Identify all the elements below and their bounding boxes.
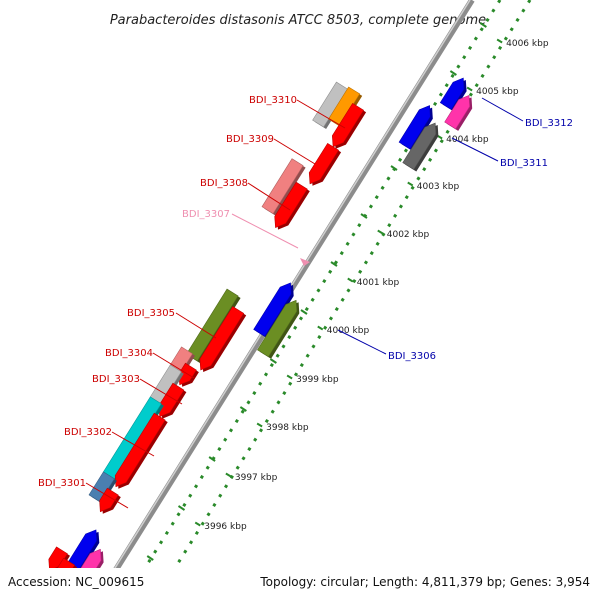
- scale-track-left: [123, 0, 502, 600]
- label-leader-line: [247, 182, 291, 211]
- scale-label: 4002 kbp: [387, 230, 430, 240]
- gene-label-bdi-3306[interactable]: BDI_3306: [388, 351, 436, 362]
- gene-bdi-3307-red[interactable]: [274, 181, 310, 230]
- topology-text: Topology: circular; Length: 4,811,379 bp…: [259, 575, 590, 589]
- label-leader-line: [111, 431, 155, 457]
- scale-label: 4000 kbp: [327, 326, 370, 336]
- tick-mark-right: [256, 422, 263, 428]
- gene-labels: BDI_3310 BDI_3309 BDI_3308 BDI_3307 BDI_3305…: [38, 95, 573, 509]
- gene-label-bdi-3307[interactable]: BDI_3307: [182, 209, 230, 220]
- label-leader-line: [337, 329, 387, 355]
- tick-mark-right: [496, 38, 503, 44]
- gene-bdi-3308-pink[interactable]: [261, 158, 306, 216]
- gene-label-bdi-3312[interactable]: BDI_3312: [525, 118, 573, 129]
- scale-label: 4003 kbp: [417, 182, 460, 192]
- gene-label-bdi-3310[interactable]: BDI_3310: [249, 95, 297, 106]
- tick-mark-left: [177, 505, 186, 511]
- gene-label-bdi-3305[interactable]: BDI_3305: [127, 308, 175, 319]
- tick-mark-left: [360, 213, 368, 219]
- scale-label: 3997 kbp: [235, 473, 278, 483]
- tick-mark-left: [269, 358, 277, 364]
- tick-mark-right: [347, 277, 354, 283]
- gene-bdi-3306-green[interactable]: [257, 299, 300, 359]
- tick-mark-right: [317, 325, 324, 331]
- gene-bdi-3311-blue[interactable]: [398, 105, 433, 151]
- label-leader-line: [231, 213, 299, 249]
- label-leader-line: [273, 138, 316, 165]
- gene-bdi-3312-blue[interactable]: [439, 77, 467, 112]
- tick-mark-left: [390, 165, 398, 171]
- tick-mark-right: [466, 86, 473, 92]
- gene-bdi-3312-magenta[interactable]: [444, 94, 473, 131]
- gene-label-bdi-3303[interactable]: BDI_3303: [92, 374, 140, 385]
- scale-label: 4006 kbp: [506, 39, 549, 49]
- label-leader-line: [85, 482, 129, 509]
- label-leader-line: [152, 352, 195, 379]
- scale-label: 4004 kbp: [446, 135, 489, 145]
- gene-bdi-3301-red[interactable]: [99, 487, 121, 514]
- scale-label: 3998 kbp: [266, 423, 309, 433]
- tick-mark-left: [449, 70, 457, 76]
- gene-bdi-3305-red[interactable]: [199, 306, 247, 373]
- scale-label: 3999 kbp: [296, 375, 339, 385]
- map-title: Parabacteroides distasonis ATCC 8503, co…: [110, 13, 486, 28]
- label-leader-line: [139, 378, 183, 405]
- tick-mark-left: [300, 309, 308, 315]
- scale-track-right: [153, 0, 532, 600]
- tick-mark-left: [208, 456, 216, 462]
- bdi-3307-marker[interactable]: [300, 258, 310, 266]
- accession-text: Accession: NC_009615: [8, 575, 144, 589]
- scale-label: 4001 kbp: [357, 278, 400, 288]
- tick-mark-left: [330, 261, 338, 267]
- tick-mark-left: [479, 22, 487, 28]
- tick-mark-right: [286, 374, 293, 380]
- tick-mark-left: [239, 406, 247, 412]
- gene-features: [48, 77, 473, 593]
- gene-label-bdi-3301[interactable]: BDI_3301: [38, 478, 86, 489]
- gene-bdi-3308-red-a[interactable]: [308, 142, 342, 186]
- gene-label-bdi-3302[interactable]: BDI_3302: [64, 427, 112, 438]
- scale-label: 4005 kbp: [476, 87, 519, 97]
- tick-mark-right: [225, 472, 232, 478]
- gene-label-bdi-3309[interactable]: BDI_3309: [226, 134, 274, 145]
- label-leader-line: [481, 97, 524, 122]
- gene-bdi-3306-blue[interactable]: [253, 282, 294, 339]
- tick-mark-right: [194, 521, 201, 527]
- gene-label-bdi-3304[interactable]: BDI_3304: [105, 348, 153, 359]
- scale-label: 3996 kbp: [204, 522, 247, 532]
- gene-bdi-3309-red[interactable]: [331, 102, 367, 149]
- gene-bdi-3311-grey[interactable]: [402, 122, 439, 172]
- footer-background: [0, 568, 600, 600]
- tick-mark-right: [407, 181, 414, 187]
- label-leader-line: [451, 137, 499, 162]
- tick-mark-right: [377, 229, 384, 235]
- label-leader-line: [175, 312, 217, 339]
- tick-mark-left: [146, 555, 154, 561]
- gene-label-bdi-3308[interactable]: BDI_3308: [200, 178, 248, 189]
- gene-label-bdi-3311[interactable]: BDI_3311: [500, 158, 548, 169]
- label-leader-line: [296, 99, 346, 129]
